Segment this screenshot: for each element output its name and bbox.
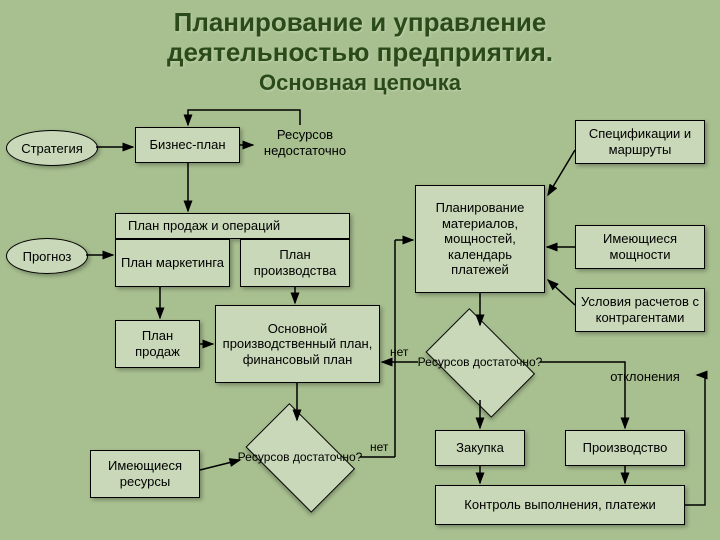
node-resources: Имеющиеся ресурсы bbox=[90, 450, 200, 498]
node-resources-enough2: Ресурсов достаточно? bbox=[415, 320, 545, 405]
node-resources-enough1: Ресурсов достаточно? bbox=[235, 415, 365, 500]
node-business-plan: Бизнес-план bbox=[135, 127, 240, 163]
node-control: Контроль выполнения, платежи bbox=[435, 485, 685, 525]
node-terms: Условия расчетов с контрагентами bbox=[575, 288, 705, 332]
node-strategy: Стратегия bbox=[6, 130, 98, 166]
title-line1: Планирование и управление bbox=[174, 7, 547, 37]
node-deviations: отклонения bbox=[595, 365, 695, 389]
node-marketing-plan: План маркетинга bbox=[115, 239, 230, 287]
node-purchase: Закупка bbox=[435, 430, 525, 466]
title-line2: деятельностью предприятия. bbox=[167, 37, 553, 67]
node-specs: Спецификации и маршруты bbox=[575, 120, 705, 164]
node-production-plan: План производства bbox=[240, 239, 350, 287]
node-capacity: Имеющиеся мощности bbox=[575, 225, 705, 269]
node-sales-plan: План продаж bbox=[115, 320, 200, 368]
label-no2: нет bbox=[390, 345, 408, 359]
node-resources-lack: Ресурсов недостаточно bbox=[255, 125, 355, 161]
node-main-plan: Основной производственный план, финансов… bbox=[215, 305, 380, 383]
subtitle: Основная цепочка bbox=[0, 70, 720, 96]
node-production: Производство bbox=[565, 430, 685, 466]
node-forecast: Прогноз bbox=[6, 238, 88, 274]
node-sales-ops-plan: План продаж и операций bbox=[115, 213, 350, 239]
label-no1: нет bbox=[370, 440, 388, 454]
node-mrp: Планирование материалов, мощностей, кале… bbox=[415, 185, 545, 293]
